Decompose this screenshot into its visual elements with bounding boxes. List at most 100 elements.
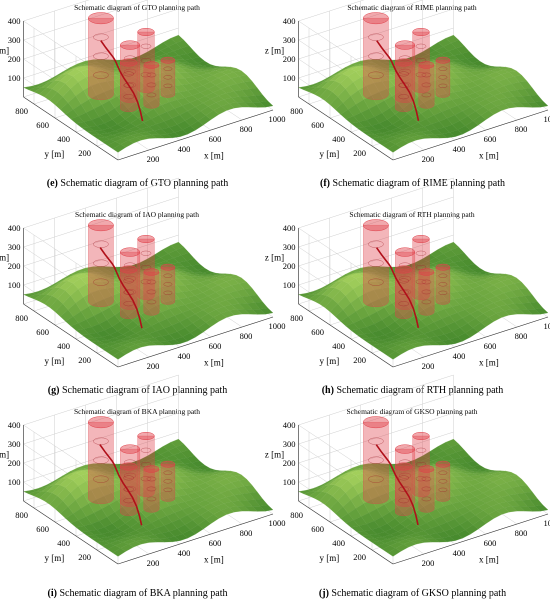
z-tick-label: 300 (8, 242, 21, 252)
obstacle-cylinder (435, 59, 451, 98)
caption-letter: (j) (318, 588, 329, 599)
obstacle-ring (438, 487, 448, 492)
chart-panel-rime: Schematic diagram of RIME planning path 2… (265, 0, 550, 202)
obstacle-ring (123, 472, 137, 479)
obstacle-ring (163, 470, 173, 475)
terrain-cell (534, 100, 549, 108)
obstacle-ring (123, 82, 134, 88)
planning-path (99, 444, 143, 526)
obstacle-cylinder (120, 448, 141, 507)
obstacle-ring (415, 43, 427, 49)
obstacle-ring (146, 476, 157, 482)
x-tick-label: 600 (209, 134, 222, 144)
obstacle-ring (421, 279, 432, 285)
chart-panel-gkso: Schematic diagram of GKSO planning path 2… (265, 374, 550, 606)
obstacle-cylinder (395, 448, 416, 507)
caption-letter: (f) (320, 178, 331, 189)
chart-svg: Schematic diagram of RTH planning path 20… (265, 177, 550, 371)
obstacle-top (88, 12, 114, 25)
obstacle-ring (415, 476, 427, 482)
planning-path (375, 444, 419, 526)
y-tick-label: 200 (78, 355, 91, 365)
obstacle-ring (398, 498, 409, 504)
z-tick-label: 200 (8, 261, 21, 271)
obstacle-top (435, 460, 451, 468)
obstacle-top (143, 268, 160, 276)
obstacle-ring (421, 92, 432, 98)
obstacle-cylinder (395, 251, 416, 310)
y-tick-label: 400 (332, 538, 345, 548)
y-axis-line (298, 500, 394, 565)
chart-panel-iao: Schematic diagram of IAO planning path 20… (0, 177, 286, 409)
x-axis-line (117, 513, 274, 565)
y-tick-label: 800 (290, 510, 303, 520)
y-tick-label: 600 (311, 120, 324, 130)
obstacle-ring (398, 278, 409, 284)
obstacle-ring (123, 262, 137, 269)
y-axis-line (23, 500, 119, 565)
obstacle-top (412, 431, 430, 441)
obstacle-top (418, 465, 435, 473)
y-tick-label: 200 (353, 552, 366, 562)
obstacle-top (137, 431, 155, 441)
obstacle-ring (93, 278, 109, 286)
z-tick-label: 100 (283, 73, 296, 83)
obstacle-top (412, 27, 430, 37)
y-tick-label: 800 (15, 313, 28, 323)
obstacle-top (160, 56, 176, 64)
obstacle-top (412, 234, 430, 244)
obstacle-top (88, 219, 114, 232)
x-tick-label: 600 (484, 538, 497, 548)
terrain-surface (298, 34, 549, 153)
z-tick-label: 300 (8, 439, 21, 449)
obstacle-cylinder (395, 44, 416, 103)
z-tick-label: 200 (8, 458, 21, 468)
x-tick-label: 1000 (269, 518, 286, 528)
z-tick-label: 100 (8, 280, 21, 290)
x-axis-line (392, 316, 549, 368)
obstacle-ring (163, 83, 173, 88)
obstacle-ring (163, 66, 173, 71)
y-axis-line (23, 303, 119, 368)
obstacle-cylinder (143, 271, 160, 316)
x-tick-label: 200 (422, 154, 435, 164)
obstacle-ring (146, 496, 157, 502)
z-tick-label: 300 (8, 35, 21, 45)
obstacle-ring (438, 479, 448, 484)
x-tick-label: 1000 (269, 114, 286, 124)
obstacle-ring (438, 66, 448, 71)
chart-svg: Schematic diagram of BKA planning path 20… (0, 374, 286, 568)
obstacle-ring (146, 289, 157, 295)
y-axis-line (298, 96, 394, 161)
x-tick-label: 400 (178, 351, 191, 361)
y-tick-label: 200 (78, 148, 91, 158)
obstacle-top (120, 444, 141, 454)
obstacle-cylinder (88, 17, 114, 101)
x-tick-label: 200 (422, 361, 435, 371)
x-axis-line (117, 109, 274, 161)
z-tick-label: 100 (8, 477, 21, 487)
x-axis-label: x [m] (204, 151, 224, 161)
obstacle-top (418, 61, 435, 69)
obstacle-ring (438, 75, 448, 80)
x-axis-label: x [m] (479, 151, 499, 161)
caption-letter: (h) (321, 385, 334, 396)
obstacle-ring (123, 71, 134, 77)
axes (23, 425, 274, 565)
x-tick-label: 800 (515, 528, 528, 538)
terrain-cell (259, 307, 274, 315)
obstacle-ring (163, 479, 173, 484)
caption-text: Schematic diagram of RTH planning path (333, 385, 504, 396)
obstacle-ring (93, 259, 109, 267)
obstacle-ring (398, 68, 412, 75)
x-axis-line (392, 109, 549, 161)
obstacle-top (395, 40, 416, 50)
obstacle-ring (415, 250, 427, 256)
x-tick-label: 400 (453, 548, 466, 558)
chart-title: Schematic diagram of GKSO planning path (346, 407, 477, 416)
y-tick-label: 600 (36, 327, 49, 337)
x-tick-label: 1000 (544, 114, 550, 124)
obstacle-ring (146, 486, 157, 492)
obstacle-ring (438, 83, 448, 88)
obstacle-top (120, 247, 141, 257)
